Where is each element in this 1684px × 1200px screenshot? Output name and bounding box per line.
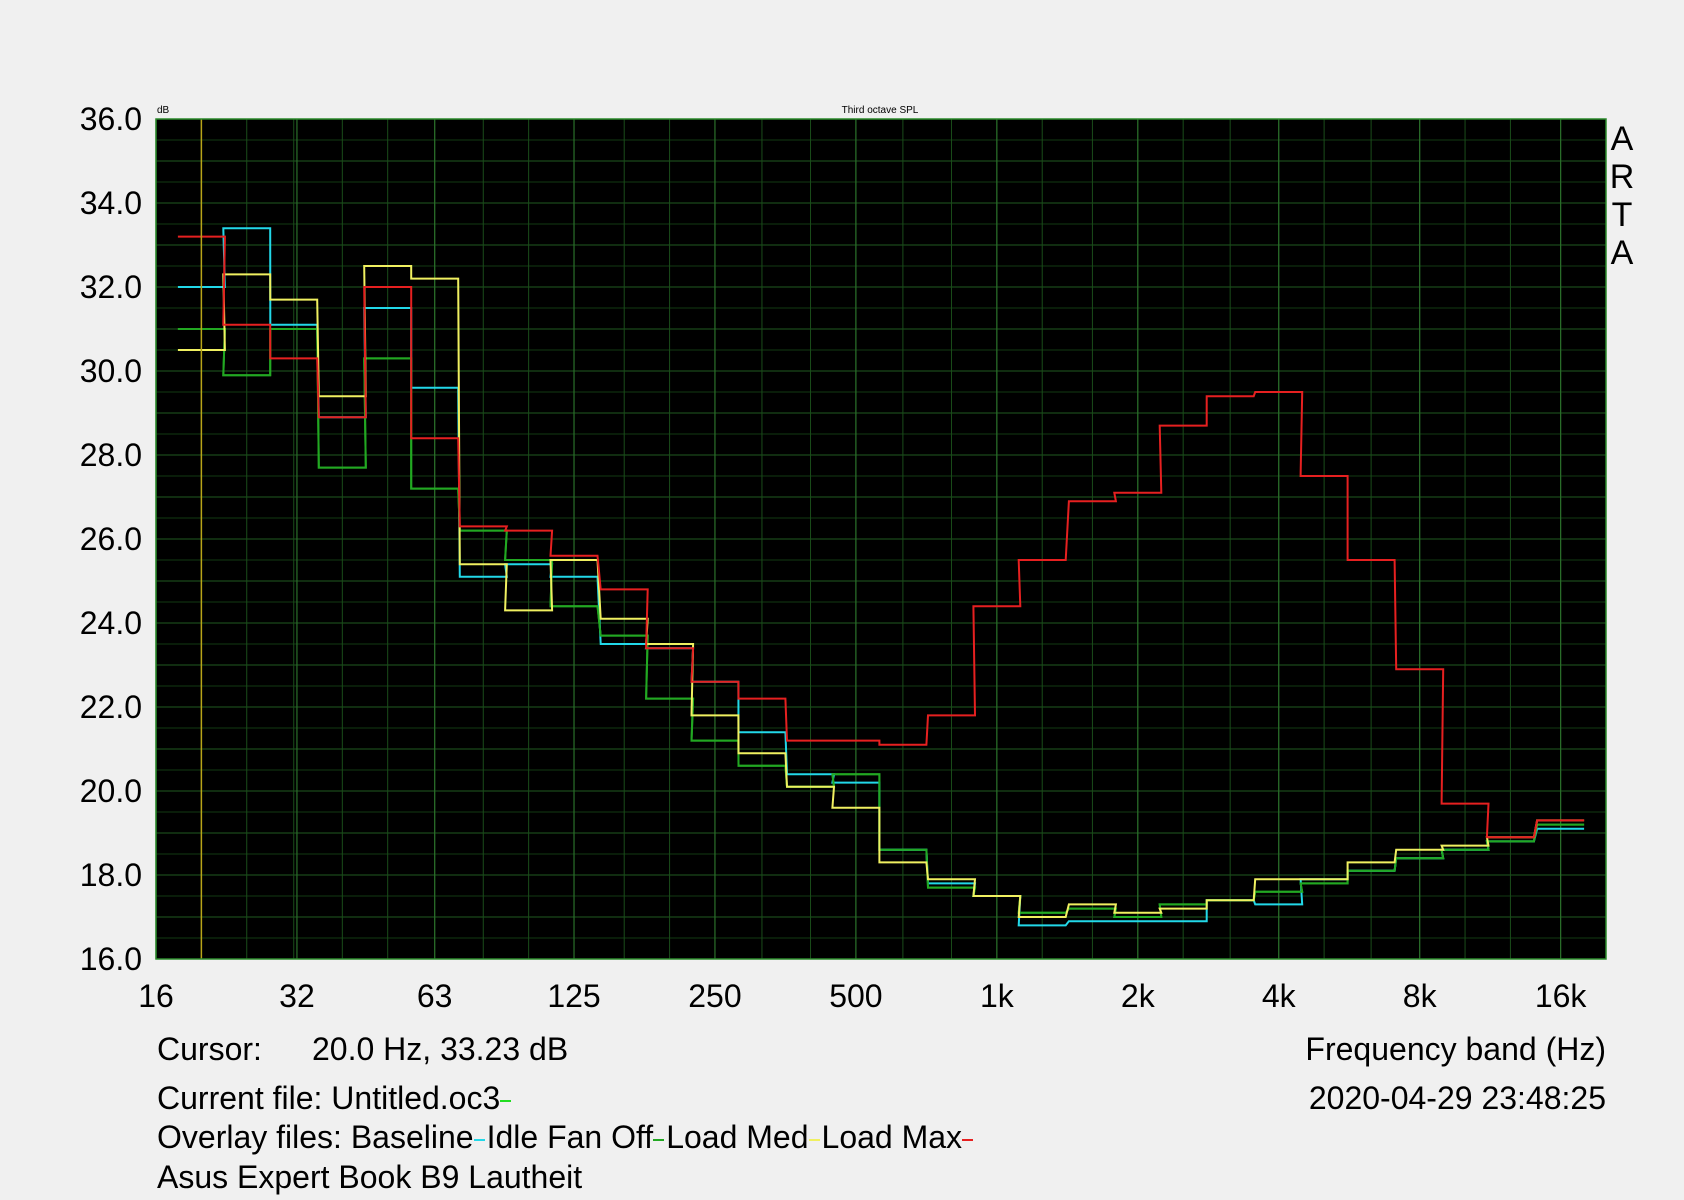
overlay-item-load-max: Load Max <box>822 1119 976 1155</box>
x-tick-label: 8k <box>1403 978 1438 1014</box>
x-tick-labels: 16 32 63 125 250 500 1k 2k 4k 8k 16k <box>138 978 1587 1014</box>
cursor-value: 20.0 Hz, 33.23 dB <box>312 1031 569 1067</box>
overlay-item-idle-fan-off: Idle Fan Off <box>487 1119 667 1155</box>
overlay-item-load-med: Load Med <box>666 1119 821 1155</box>
y-tick-label: 34.0 <box>80 185 142 221</box>
timestamp: 2020-04-29 23:48:25 <box>1308 1080 1606 1116</box>
overlay-swatch-load-med <box>808 1138 820 1141</box>
x-tick-label: 32 <box>279 978 315 1014</box>
y-tick-label: 22.0 <box>80 689 142 725</box>
x-tick-label: 2k <box>1121 978 1156 1014</box>
y-tick-label: 20.0 <box>80 773 142 809</box>
brand-letter: T <box>1612 196 1633 234</box>
y-tick-label: 26.0 <box>80 521 142 557</box>
brand-letter: A <box>1611 120 1634 158</box>
grid <box>155 118 1607 960</box>
overlay-files-label: Overlay files: <box>157 1119 342 1155</box>
overlay-swatch-idle-fan-off <box>653 1138 665 1141</box>
chart-title: Third octave SPL <box>842 105 919 116</box>
current-file-swatch <box>500 1099 512 1102</box>
overlay-files-line: Overlay files: Baseline Idle Fan Off Load … <box>157 1121 975 1153</box>
y-tick-label: 18.0 <box>80 857 142 893</box>
series-load-max <box>177 235 1585 839</box>
cursor-readout: Cursor: 20.0 Hz, 33.23 dB <box>157 1033 568 1065</box>
overlay-swatch-baseline <box>473 1138 485 1141</box>
series-group <box>177 227 1585 927</box>
y-tick-label: 32.0 <box>80 269 142 305</box>
brand-letter: R <box>1610 158 1635 196</box>
series-load-med <box>177 265 1585 918</box>
current-file-line: Current file: Untitled.oc3 <box>157 1082 513 1114</box>
overlay-item-baseline: Baseline <box>351 1119 487 1155</box>
x-axis-label: Frequency band (Hz) <box>1305 1031 1606 1067</box>
overlay-swatch-load-max <box>962 1138 974 1141</box>
y-tick-label: 36.0 <box>80 101 142 137</box>
x-tick-label: 250 <box>688 978 741 1014</box>
current-file-name: Untitled.oc3 <box>331 1080 501 1116</box>
x-tick-label: 500 <box>829 978 882 1014</box>
x-tick-label: 63 <box>417 978 453 1014</box>
y-tick-label: 30.0 <box>80 353 142 389</box>
x-tick-label: 16 <box>138 978 174 1014</box>
y-tick-labels: 16.0 18.0 20.0 22.0 24.0 26.0 28.0 30.0 32.0 34.0… <box>80 101 142 977</box>
y-tick-label: 16.0 <box>80 941 142 977</box>
cursor-label: Cursor: <box>157 1031 262 1067</box>
brand-letter: A <box>1611 234 1634 272</box>
y-unit-label: dB <box>157 105 170 116</box>
x-tick-label: 4k <box>1262 978 1297 1014</box>
y-tick-label: 28.0 <box>80 437 142 473</box>
chart-note: Asus Expert Book B9 Lautheit <box>157 1159 583 1195</box>
x-tick-label: 16k <box>1535 978 1588 1014</box>
y-tick-label: 24.0 <box>80 605 142 641</box>
plot-frame <box>155 118 1607 960</box>
x-tick-label: 125 <box>547 978 600 1014</box>
current-file-label: Current file: <box>157 1080 323 1116</box>
x-tick-label: 1k <box>980 978 1015 1014</box>
